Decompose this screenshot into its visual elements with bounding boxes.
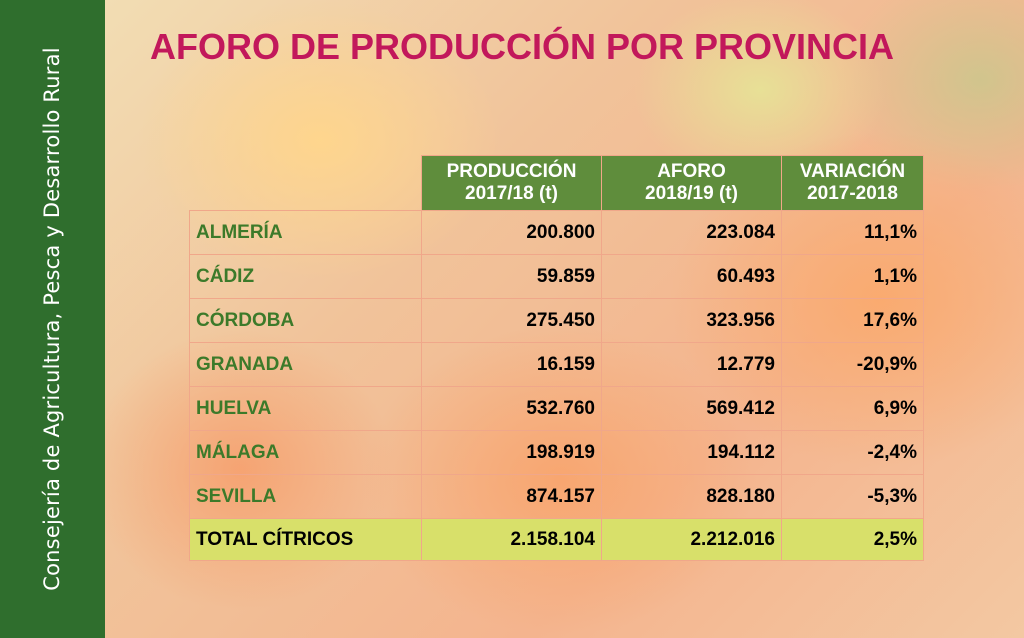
produccion-cell: 532.760	[421, 386, 602, 431]
header-blank-cell	[190, 156, 422, 211]
produccion-cell: 198.919	[421, 430, 602, 475]
total-aforo-cell: 2.212.016	[601, 518, 782, 561]
page-title: AFORO DE PRODUCCIÓN POR PROVINCIA	[150, 26, 895, 67]
province-cell: MÁLAGA	[189, 430, 422, 475]
produccion-cell: 16.159	[421, 342, 602, 387]
aforo-cell: 569.412	[601, 386, 782, 431]
aforo-cell: 223.084	[601, 210, 782, 255]
province-cell: ALMERÍA	[189, 210, 422, 255]
total-produccion-cell: 2.158.104	[421, 518, 602, 561]
header-aforo-line2: 2018/19 (t)	[645, 183, 738, 204]
header-aforo: AFORO 2018/19 (t)	[601, 155, 782, 211]
header-variacion-line2: 2017-2018	[807, 183, 898, 204]
sidebar-band: Consejería de Agricultura, Pesca y Desar…	[0, 0, 105, 638]
produccion-cell: 275.450	[421, 298, 602, 343]
variacion-cell: -2,4%	[781, 430, 924, 475]
aforo-cell: 60.493	[601, 254, 782, 299]
variacion-cell: 11,1%	[781, 210, 924, 255]
variacion-cell: 1,1%	[781, 254, 924, 299]
produccion-cell: 59.859	[421, 254, 602, 299]
table-row: SEVILLA 874.157 828.180 -5,3%	[189, 474, 924, 519]
header-variacion: VARIACIÓN 2017-2018	[781, 155, 924, 211]
aforo-cell: 12.779	[601, 342, 782, 387]
produccion-cell: 200.800	[421, 210, 602, 255]
header-aforo-line1: AFORO	[657, 161, 726, 182]
production-table: PRODUCCIÓN 2017/18 (t) AFORO 2018/19 (t)…	[189, 155, 924, 561]
header-produccion-line1: PRODUCCIÓN	[446, 161, 577, 182]
variacion-cell: 6,9%	[781, 386, 924, 431]
header-variacion-line1: VARIACIÓN	[799, 161, 906, 182]
variacion-cell: -20,9%	[781, 342, 924, 387]
province-cell: SEVILLA	[189, 474, 422, 519]
total-variacion-cell: 2,5%	[781, 518, 924, 561]
sidebar-organization-text: Consejería de Agricultura, Pesca y Desar…	[40, 47, 64, 591]
aforo-cell: 194.112	[601, 430, 782, 475]
variacion-cell: -5,3%	[781, 474, 924, 519]
table-row: CÁDIZ 59.859 60.493 1,1%	[189, 254, 924, 299]
table-row: MÁLAGA 198.919 194.112 -2,4%	[189, 430, 924, 475]
province-cell: CÓRDOBA	[189, 298, 422, 343]
table-row: HUELVA 532.760 569.412 6,9%	[189, 386, 924, 431]
table-row: GRANADA 16.159 12.779 -20,9%	[189, 342, 924, 387]
variacion-cell: 17,6%	[781, 298, 924, 343]
produccion-cell: 874.157	[421, 474, 602, 519]
aforo-cell: 323.956	[601, 298, 782, 343]
total-label-cell: TOTAL CÍTRICOS	[189, 518, 422, 561]
table-row: CÓRDOBA 275.450 323.956 17,6%	[189, 298, 924, 343]
province-cell: CÁDIZ	[189, 254, 422, 299]
total-row: TOTAL CÍTRICOS 2.158.104 2.212.016 2,5%	[189, 518, 924, 561]
header-produccion: PRODUCCIÓN 2017/18 (t)	[421, 155, 602, 211]
province-cell: HUELVA	[189, 386, 422, 431]
header-produccion-line2: 2017/18 (t)	[465, 183, 558, 204]
aforo-cell: 828.180	[601, 474, 782, 519]
table-row: ALMERÍA 200.800 223.084 11,1%	[189, 210, 924, 255]
table-header-row: PRODUCCIÓN 2017/18 (t) AFORO 2018/19 (t)…	[190, 155, 924, 211]
province-cell: GRANADA	[189, 342, 422, 387]
